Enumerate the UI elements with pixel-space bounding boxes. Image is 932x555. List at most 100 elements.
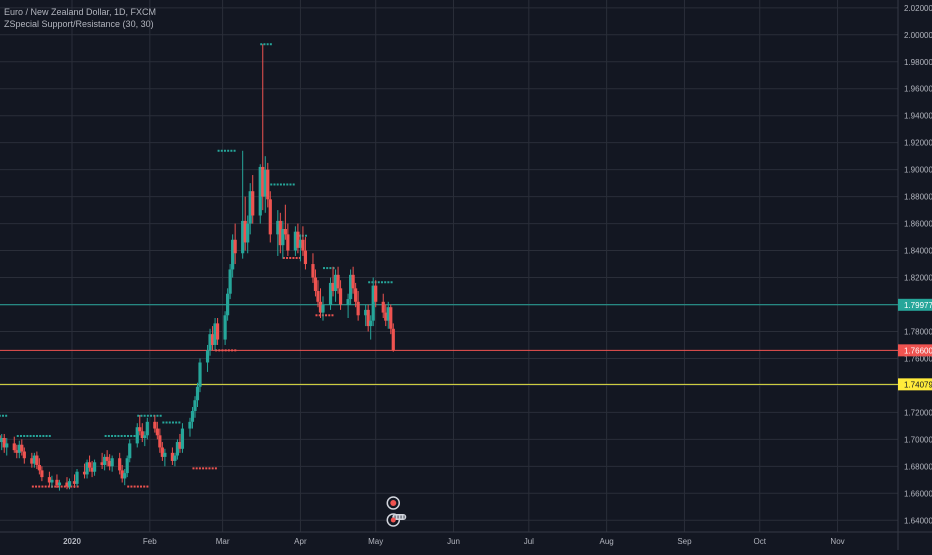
support-level-dot [214,467,217,470]
support-level-dot [133,485,136,488]
resistance-level-dot [371,281,374,284]
price-label-box [898,378,932,391]
candle-body [374,285,378,302]
candle [286,223,290,256]
resistance-level-dot [123,434,126,437]
candle-body [261,166,265,197]
candle-body [118,458,122,471]
candle-body [356,301,360,316]
candle [301,226,305,256]
time-tick-label: Mar [216,537,230,546]
price-tick-label: 1.76000 [904,354,932,363]
candle-body [298,239,303,248]
candle-body [215,323,220,340]
candle-body [173,455,177,461]
resistance-level-dot [19,434,22,437]
candle [311,253,315,283]
candle [248,183,252,235]
price-tick-label: 1.66000 [904,489,932,498]
candle-body [371,285,375,321]
candle-body [153,421,157,429]
support-level-dot [192,467,195,470]
symbol-title[interactable]: Euro / New Zealand Dollar, 1D, FXCM [4,7,157,17]
resistance-level [104,434,139,437]
candle [47,471,52,487]
resistance-level [16,434,51,437]
candle-body [386,307,390,321]
candle [145,417,149,440]
candle-body [158,435,162,448]
resistance-level-dot [220,149,223,152]
resistance-level-dot [120,434,123,437]
candle [210,326,215,351]
resistance-level-dot [39,434,42,437]
candle-body [258,166,262,216]
candle-body [30,458,34,464]
candle-body [303,250,308,265]
support-level-dot [289,256,292,259]
resistance-level [270,183,295,186]
candle [135,423,139,448]
resistance-level-dot [168,421,171,424]
candle-body [90,467,94,472]
resistance-level-dot [35,434,38,437]
candle-body [338,288,343,305]
candle [32,452,36,468]
candle-body [286,234,290,251]
candle-body [389,307,393,329]
candle [258,164,262,224]
candle-body [2,438,6,448]
resistance-level-dot [175,421,178,424]
candle-body [336,274,340,289]
indicator-title[interactable]: ZSpecial Support/Resistance (30, 30) [4,19,154,29]
candle [241,150,245,259]
candle [243,196,247,251]
candle-body [246,223,250,243]
candle [198,358,202,393]
candle [328,277,333,310]
event-flag-icon[interactable] [386,496,401,510]
candle-body [241,220,245,254]
resistance-level-dot [114,434,117,437]
candle [381,293,385,318]
candle [2,433,6,453]
candle-body [223,315,227,340]
price-tick-label: 1.94000 [904,112,932,121]
candle-body [123,473,127,479]
price-tick-label: 1.72000 [904,408,932,417]
candle-body [163,452,167,457]
candle [384,304,388,327]
candle-body [128,443,132,459]
resistance-level-dot [380,281,383,284]
time-tick-label: Feb [143,537,157,546]
candle [103,454,107,471]
candle [30,452,34,468]
price-tick-label: 1.64000 [904,516,932,525]
support-level-dot [41,485,44,488]
earnings-icon[interactable] [386,513,407,527]
support-level-dot [70,485,73,488]
resistance-level-dot [390,281,393,284]
candle [0,433,4,451]
resistance-level [162,421,181,424]
candle [188,417,192,437]
support-level [215,349,237,352]
time-tick-label: Sep [677,537,692,546]
event-flag-dot [390,500,397,506]
resistance-level-dot [1,414,4,417]
candle [333,269,338,302]
candle-body [35,455,39,465]
candle [37,458,41,475]
candle [180,423,185,453]
candle-body [268,199,272,235]
candle [138,415,142,436]
candle-body [293,231,297,251]
candle [178,433,182,453]
price-tick-label: 1.92000 [904,139,932,148]
candle-body [278,220,282,246]
resistance-level-dot [150,414,153,417]
candle [190,406,195,429]
price-label-text: 1.79977 [904,301,932,310]
